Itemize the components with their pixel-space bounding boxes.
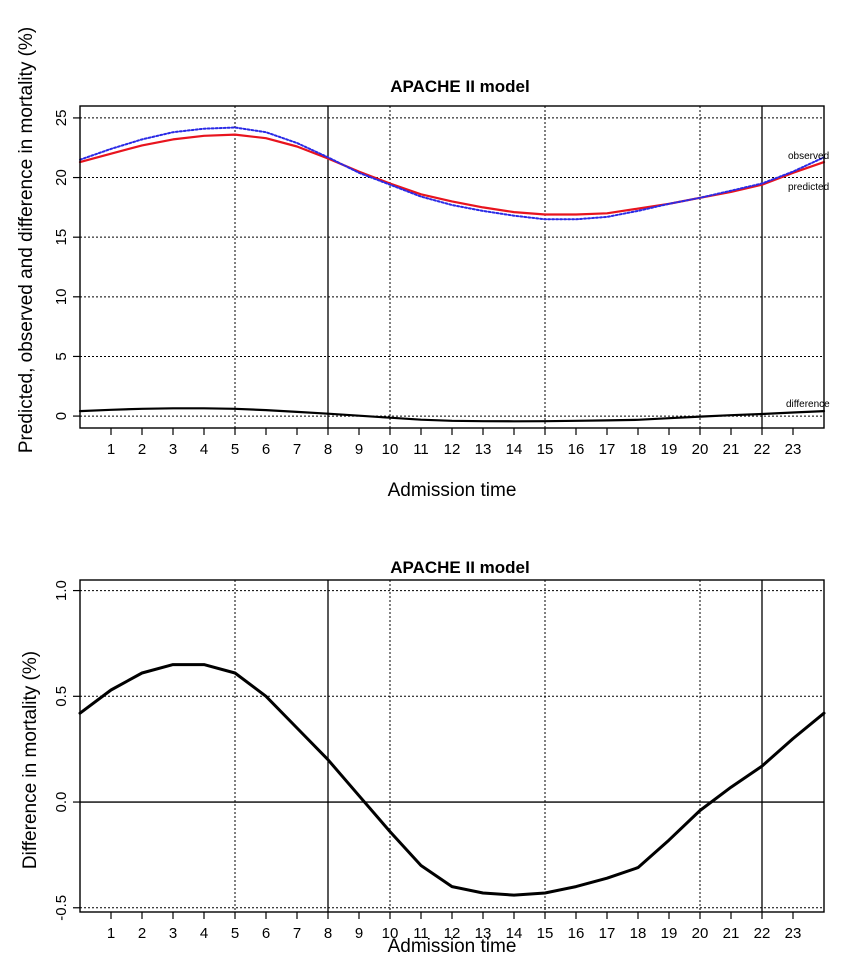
x-tick-label: 9: [355, 925, 363, 942]
x-tick-label: 1: [107, 925, 115, 942]
x-tick-label: 23: [785, 925, 802, 942]
x-tick-label: 5: [231, 925, 239, 942]
y-tick-label: 25: [53, 110, 70, 127]
x-tick-label: 10: [382, 441, 399, 458]
x-tick-label: 12: [444, 441, 461, 458]
x-tick-label: 7: [293, 441, 301, 458]
x-tick-label: 6: [262, 925, 270, 942]
x-tick-label: 19: [661, 441, 678, 458]
x-tick-label: 9: [355, 441, 363, 458]
x-tick-label: 17: [599, 441, 616, 458]
panel-top: APACHE II model 1 2 3 4 5 6 7 8 9 10 11 12 13 14 15 16 1…: [16, 27, 830, 501]
x-tick-label: 2: [138, 925, 146, 942]
x-tick-label: 12: [444, 925, 461, 942]
grid: [80, 117, 824, 417]
x-axis-label: Admission time: [388, 480, 517, 501]
y-axis-label: Predicted, observed and difference in mo…: [16, 27, 37, 453]
x-tick-label: 20: [692, 441, 709, 458]
chart-title: APACHE II model: [390, 558, 529, 577]
x-tick-label: 16: [568, 441, 585, 458]
x-tick-label: 5: [231, 441, 239, 458]
grid: [80, 590, 824, 909]
x-tick-label: 21: [723, 441, 740, 458]
vertical-lines: [80, 580, 824, 912]
series-line-predicted: [78, 133, 826, 216]
y-tick-label: 15: [53, 229, 70, 246]
series-line-observed: [79, 126, 825, 221]
y-tick-label: 0.0: [53, 792, 70, 813]
series-lines: [78, 126, 826, 423]
x-tick-label: 4: [200, 925, 208, 942]
y-tick-label: 5: [53, 352, 70, 360]
x-tick-label: 3: [169, 441, 177, 458]
plot-frame: [79, 105, 825, 429]
x-tick-label: 13: [475, 441, 492, 458]
x-tick-label: 20: [692, 925, 709, 942]
plot-frame: [79, 579, 825, 913]
y-tick-label: 0.5: [53, 686, 70, 707]
x-tick-label: 14: [506, 441, 523, 458]
x-tick-label: 15: [537, 441, 554, 458]
x-tick-label: 6: [262, 441, 270, 458]
y-tick-label: -0.5: [53, 895, 70, 921]
series-line-difference: [78, 663, 826, 897]
x-tick-label: 18: [630, 441, 647, 458]
x-tick-label: 18: [630, 925, 647, 942]
x-tick-label: 10: [382, 925, 399, 942]
chart-title: APACHE II model: [390, 77, 529, 96]
x-tick-label: 23: [785, 441, 802, 458]
x-tick-label: 8: [324, 925, 332, 942]
y-tick-label: 1.0: [53, 580, 70, 601]
x-tick-label: 21: [723, 925, 740, 942]
x-tick-label: 2: [138, 441, 146, 458]
y-ticks: -0.5 0.0 0.5 1.0: [53, 580, 80, 921]
x-tick-label: 19: [661, 925, 678, 942]
x-tick-label: 7: [293, 925, 301, 942]
x-tick-label: 14: [506, 925, 523, 942]
y-axis-label: Difference in mortality (%): [20, 651, 41, 869]
x-tick-label: 13: [475, 925, 492, 942]
x-axis-label: Admission time: [388, 936, 517, 957]
x-tick-label: 15: [537, 925, 554, 942]
y-tick-label: 20: [53, 169, 70, 186]
x-tick-label: 16: [568, 925, 585, 942]
vertical-lines: [234, 106, 763, 428]
x-tick-label: 11: [413, 441, 429, 458]
x-tick-label: 11: [413, 925, 429, 942]
x-tick-label: 8: [324, 441, 332, 458]
x-tick-label: 4: [200, 441, 208, 458]
series-label-predicted: predicted: [788, 182, 829, 193]
x-tick-label: 3: [169, 925, 177, 942]
x-tick-label: 17: [599, 925, 616, 942]
series-line-difference: [78, 407, 826, 423]
y-ticks: 0 5 10 15 20 25: [53, 110, 80, 420]
x-ticks: 1 2 3 4 5 6 7 8 9 10 11 12 13 14 15 16 17 18 19 20 21 22 23: [107, 912, 802, 942]
x-tick-label: 22: [754, 441, 771, 458]
y-tick-label: 10: [53, 288, 70, 305]
series-label-observed: observed: [788, 151, 829, 162]
series-label-difference: difference: [786, 399, 830, 410]
x-ticks: 1 2 3 4 5 6 7 8 9 10 11 12 13 14 15 16 17 18 19 20 21 22 23: [107, 428, 802, 458]
panel-bottom: APACHE II model 1 2 3 4 5 6 7 8 9 10 11 12 13 14 15 16 1…: [20, 558, 826, 957]
y-tick-label: 0: [53, 412, 70, 420]
x-tick-label: 1: [107, 441, 115, 458]
series-lines: [78, 663, 826, 897]
x-tick-label: 22: [754, 925, 771, 942]
